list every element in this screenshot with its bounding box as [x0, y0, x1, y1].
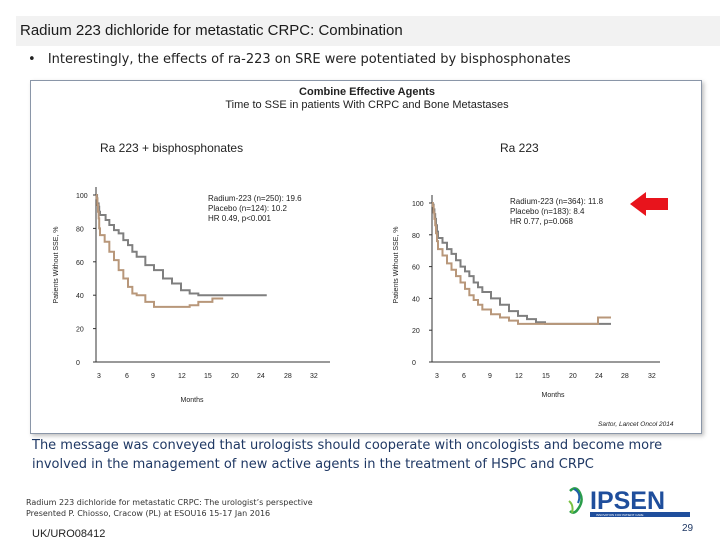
x-axis-label-0: Months	[181, 397, 204, 404]
bullet-marker: •	[28, 52, 36, 67]
y-tick-label-0-0: 0	[76, 360, 80, 367]
chart-subtitle: Time to SSE in patients With CRPC and Bo…	[225, 99, 509, 111]
y-tick-label-0-40: 40	[76, 293, 84, 300]
y-tick-label-1-20: 20	[412, 328, 420, 335]
x-tick-label-0-12: 12	[178, 373, 186, 380]
x-tick-label-1-9: 9	[488, 373, 492, 380]
page-number: 29	[682, 523, 694, 534]
ipsen-emblem-icon	[568, 487, 583, 514]
x-tick-label-1-15: 15	[542, 373, 550, 380]
y-tick-label-0-100: 100	[76, 193, 88, 200]
x-tick-label-0-20: 20	[231, 373, 239, 380]
legend-line-1-0: Radium-223 (n=364): 11.8	[510, 197, 604, 206]
panel-label-0: Ra 223 + bisphosphonates	[100, 141, 243, 155]
y-tick-label-1-100: 100	[412, 201, 424, 208]
x-tick-label-0-9: 9	[151, 373, 155, 380]
chart-title: Combine Effective Agents	[299, 86, 435, 98]
y-axis-label-1: Patients Without SSE, %	[393, 226, 400, 303]
x-tick-label-1-6: 6	[462, 373, 466, 380]
citation: Sartor, Lancet Oncol 2014	[598, 421, 674, 428]
x-tick-label-1-20: 20	[569, 373, 577, 380]
footer-line-2: Presented P. Chiosso, Cracow (PL) at ESO…	[26, 509, 271, 518]
y-tick-label-1-40: 40	[412, 296, 420, 303]
x-tick-label-1-12: 12	[515, 373, 523, 380]
y-tick-label-1-0: 0	[412, 360, 416, 367]
x-tick-label-0-28: 28	[284, 373, 292, 380]
y-tick-label-1-80: 80	[412, 233, 420, 240]
y-tick-label-0-60: 60	[76, 260, 84, 267]
slide-title: Radium 223 dichloride for metastatic CRP…	[20, 22, 403, 39]
highlight-arrow-icon	[630, 192, 668, 216]
x-tick-label-0-6: 6	[125, 373, 129, 380]
chart-panel: Combine Effective Agents Time to SSE in …	[30, 80, 702, 434]
legend-box-0	[204, 194, 326, 230]
legend-line-0-1: Placebo (n=124): 10.2	[208, 204, 287, 213]
series-line-0-placebo	[95, 194, 224, 308]
key-message: The message was conveyed that urologists…	[32, 438, 663, 472]
x-tick-label-1-28: 28	[621, 373, 629, 380]
series-line-1-placebo	[431, 202, 611, 325]
x-tick-label-1-32: 32	[648, 373, 656, 380]
document-code: UK/URO08412	[32, 528, 106, 540]
bullet-text: Interestingly, the effects of ra-223 on …	[47, 52, 571, 67]
title-bar	[16, 16, 720, 46]
x-tick-label-0-32: 32	[310, 373, 318, 380]
y-tick-label-0-20: 20	[76, 327, 84, 334]
x-tick-label-1-3: 3	[435, 373, 439, 380]
x-axis-label-1: Months	[542, 392, 565, 399]
ipsen-logo: IPSEN INNOVATION FOR PATIENT CARE	[568, 487, 690, 517]
x-tick-label-0-3: 3	[97, 373, 101, 380]
bullet-point: • Interestingly, the effects of ra-223 o…	[28, 52, 571, 67]
logo-wordmark: IPSEN	[590, 487, 665, 515]
logo-tagline: INNOVATION FOR PATIENT CARE	[596, 513, 644, 517]
legend-box-1	[506, 197, 628, 233]
y-tick-label-0-80: 80	[76, 226, 84, 233]
y-axis-label-0: Patients Without SSE, %	[53, 226, 60, 303]
legend-line-1-1: Placebo (n=183): 8.4	[510, 207, 585, 216]
x-tick-label-1-24: 24	[595, 373, 603, 380]
y-tick-label-1-60: 60	[412, 265, 420, 272]
legend-line-1-2: HR 0.77, p=0.068	[510, 217, 573, 226]
x-tick-label-0-15: 15	[204, 373, 212, 380]
legend-line-0-0: Radium-223 (n=250): 19.6	[208, 194, 302, 203]
x-tick-label-0-24: 24	[257, 373, 265, 380]
legend-line-0-2: HR 0.49, p<0.001	[208, 214, 271, 223]
panel-label-1: Ra 223	[500, 141, 539, 155]
footer-note: Radium 223 dichloride for metastatic CRP…	[26, 497, 313, 519]
footer-line-1: Radium 223 dichloride for metastatic CRP…	[26, 498, 313, 507]
